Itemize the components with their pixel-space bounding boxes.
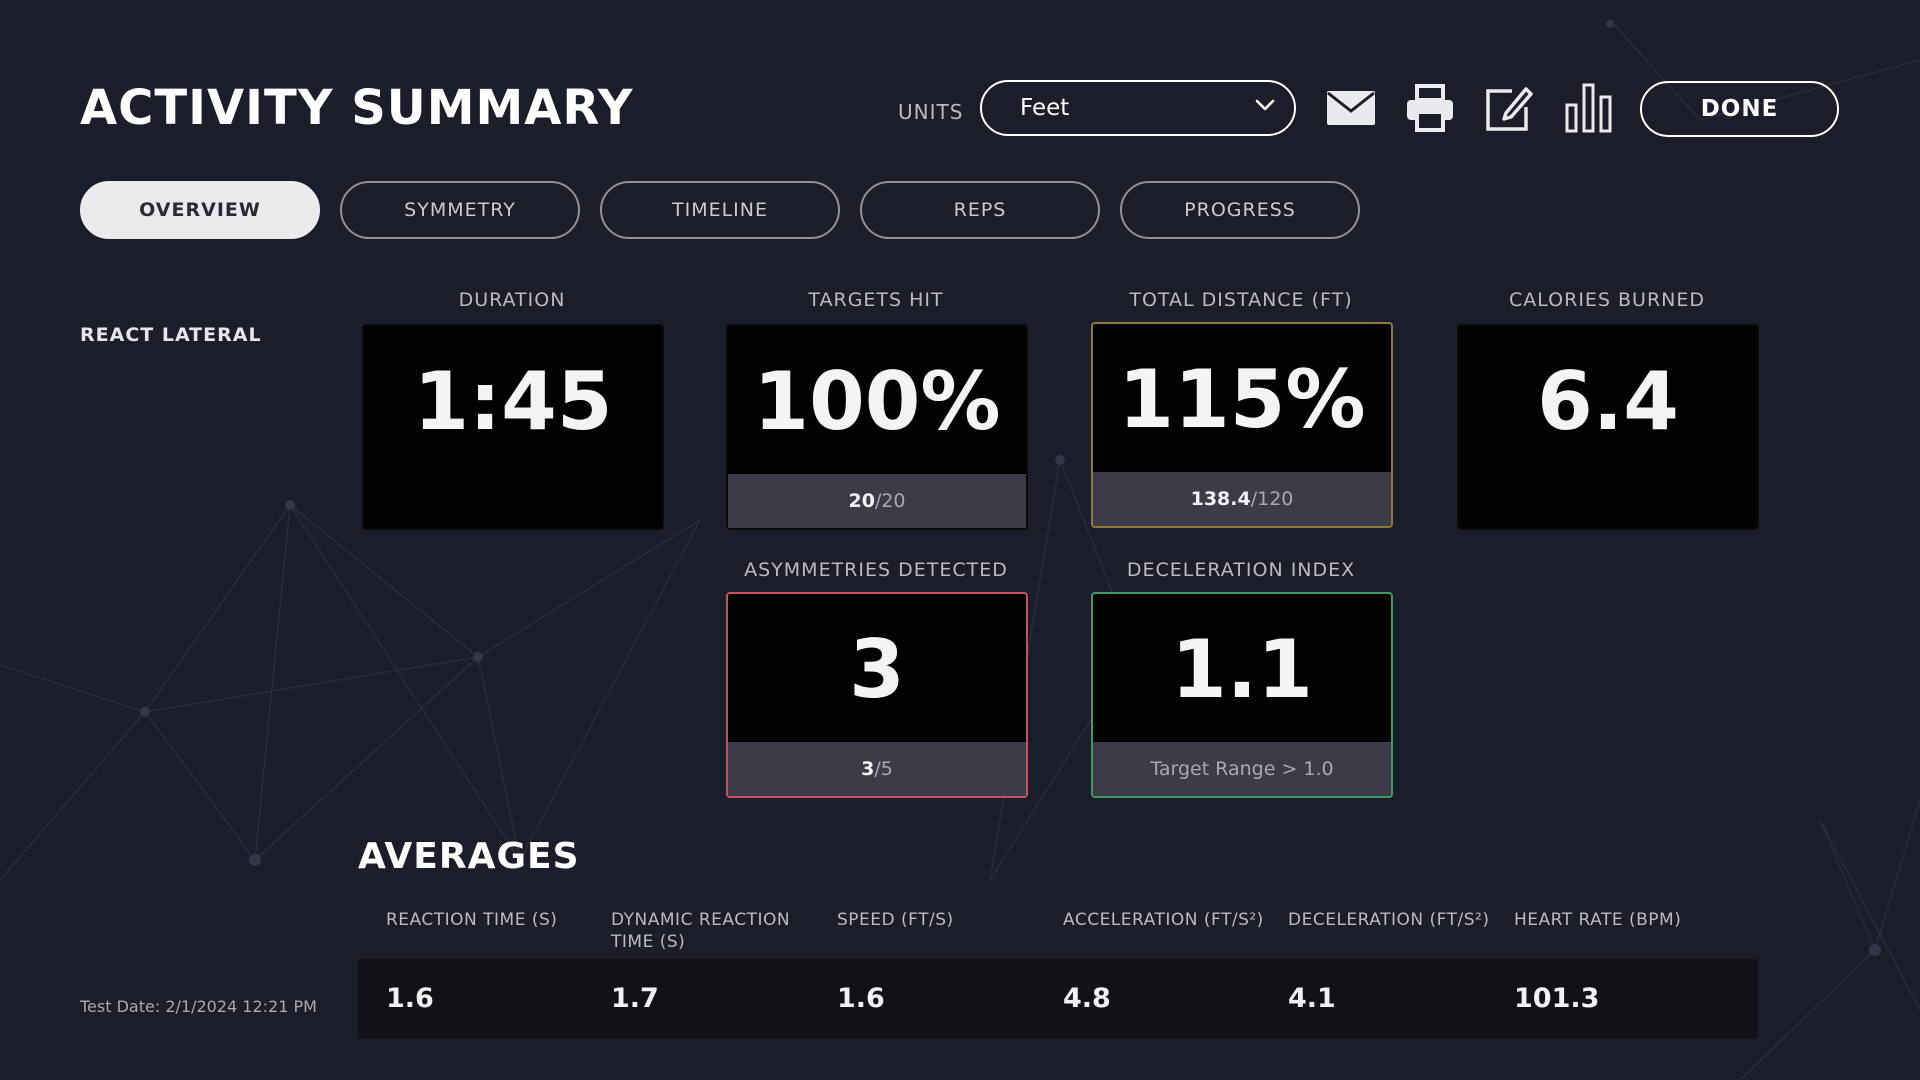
targets-hit-label: TARGETS HIT [808,289,944,311]
avg-value-heart-rate: 101.3 [1514,983,1600,1014]
targets-hit-card: 100% 20/20 [726,324,1028,530]
avg-header-deceleration: DECELERATION (FT/S²) [1288,910,1490,930]
avg-value-speed: 1.6 [837,983,885,1014]
deceleration-index-label: DECELERATION INDEX [1126,559,1356,581]
avg-value-reaction-time: 1.6 [386,983,434,1014]
test-date: Test Date: 2/1/2024 12:21 PM [80,997,317,1016]
done-button[interactable]: DONE [1640,81,1839,137]
targets-hit-ratio: 20/20 [728,474,1026,528]
asymmetries-card: 3 3/5 [726,592,1028,798]
avg-header-acceleration: ACCELERATION (FT/S²) [1063,910,1264,930]
deceleration-index-card: 1.1 Target Range > 1.0 [1091,592,1393,798]
units-label: UNITS [898,100,964,124]
page-title: ACTIVITY SUMMARY [80,80,634,136]
asymmetries-value: 3 [849,622,905,716]
deceleration-index-value: 1.1 [1171,622,1313,716]
chevron-down-icon [1252,92,1278,124]
tab-overview[interactable]: OVERVIEW [80,181,320,239]
duration-card: 1:45 [362,324,664,530]
edit-icon[interactable] [1481,80,1537,136]
tab-progress[interactable]: PROGRESS [1120,181,1360,239]
avg-header-reaction-time: REACTION TIME (S) [386,910,558,930]
averages-title: AVERAGES [358,836,580,877]
activity-name: REACT LATERAL [80,324,262,346]
tab-timeline[interactable]: TIMELINE [600,181,840,239]
deceleration-target-range: Target Range > 1.0 [1093,742,1391,796]
total-distance-card: 115% 138.4/120 [1091,322,1393,528]
avg-header-heart-rate: HEART RATE (BPM) [1514,910,1682,930]
averages-values-row [358,959,1758,1039]
printer-icon[interactable] [1402,80,1458,136]
tab-reps[interactable]: REPS [860,181,1100,239]
bar-chart-icon[interactable] [1561,80,1617,136]
units-dropdown[interactable]: Feet [980,80,1296,136]
tab-symmetry[interactable]: SYMMETRY [340,181,580,239]
total-distance-label: TOTAL DISTANCE (FT) [1129,289,1353,311]
avg-value-deceleration: 4.1 [1288,983,1336,1014]
units-selected-value: Feet [1020,95,1070,121]
avg-header-dynamic-reaction-time: DYNAMIC REACTION TIME (S) [611,910,791,952]
asymmetries-ratio: 3/5 [728,742,1026,796]
total-distance-ratio: 138.4/120 [1093,472,1391,526]
asymmetries-label: ASYMMETRIES DETECTED [744,559,1008,581]
avg-value-dynamic-reaction-time: 1.7 [611,983,659,1014]
calories-value: 6.4 [1537,354,1679,448]
calories-card: 6.4 [1457,324,1759,530]
targets-hit-value: 100% [753,354,1001,448]
avg-header-speed: SPEED (FT/S) [837,910,954,930]
total-distance-value: 115% [1118,352,1366,446]
mail-icon[interactable] [1323,80,1379,136]
duration-value: 1:45 [413,354,613,448]
avg-value-acceleration: 4.8 [1063,983,1111,1014]
calories-label: CALORIES BURNED [1508,289,1706,311]
duration-label: DURATION [458,289,566,311]
